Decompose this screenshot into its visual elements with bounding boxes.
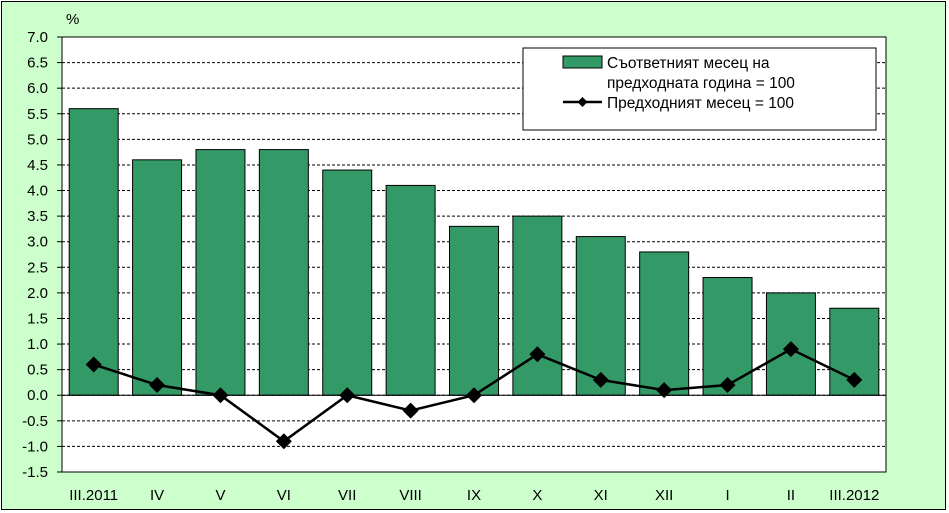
line-marker [719, 377, 736, 393]
bar [385, 184, 436, 396]
bar [322, 169, 373, 396]
x-tick-label: XII [655, 487, 673, 504]
legend-label: Предходният месец = 100 [607, 95, 794, 112]
x-tick-label: XI [594, 487, 608, 504]
y-tick-label: 0.5 [27, 362, 48, 379]
y-tick-label: 2.5 [27, 259, 48, 276]
line-marker [782, 341, 799, 358]
y-tick-label: 4.0 [27, 183, 48, 200]
y-tick-label: 7.0 [27, 29, 48, 46]
y-unit-label: % [66, 11, 79, 28]
x-tick-label: IX [467, 487, 481, 504]
y-tick-label: -1.0 [22, 438, 48, 455]
bar [68, 108, 119, 396]
bar [132, 159, 183, 396]
line-marker [402, 402, 419, 419]
y-tick-label: 1.0 [27, 336, 48, 353]
line-marker [85, 356, 102, 373]
bar [575, 236, 626, 396]
y-tick-label: 4.5 [27, 157, 48, 174]
bar [449, 225, 499, 396]
bar [195, 149, 246, 396]
bar [258, 149, 309, 396]
y-tick-label: 6.0 [27, 80, 48, 97]
x-tick-label: VIII [399, 487, 422, 504]
x-tick-label: X [532, 487, 542, 504]
y-tick-label: -1.5 [22, 464, 48, 481]
line-marker [149, 377, 166, 393]
line-marker [656, 382, 673, 399]
y-tick-label: 3.0 [27, 234, 48, 251]
y-tick-label: 0.0 [27, 387, 48, 404]
y-tick-label: 6.5 [27, 55, 48, 72]
legend-label: Съответният месец на [607, 55, 770, 72]
x-tick-label: I [725, 487, 729, 504]
y-tick-label: 5.0 [27, 131, 48, 148]
x-tick-label: IV [150, 487, 164, 504]
y-tick-label: -0.5 [22, 413, 48, 430]
legend-marker [577, 97, 588, 107]
line-marker [592, 371, 609, 388]
legend-bar-swatch [562, 55, 603, 69]
legend-label: предходната година = 100 [607, 75, 795, 92]
y-tick-label: 3.5 [27, 208, 48, 225]
line-marker [846, 371, 863, 388]
x-tick-label: VI [277, 487, 291, 504]
legend: Съответният месец на предходната година =… [522, 47, 877, 131]
y-tick-label: 1.5 [27, 310, 48, 327]
x-tick-label: V [215, 487, 225, 504]
plot-border [61, 36, 887, 473]
line-marker [275, 433, 292, 450]
x-tick-label: II [787, 487, 795, 504]
x-tick-label: III.2012 [829, 487, 879, 504]
y-tick-label: 5.5 [27, 106, 48, 123]
x-tick-label: VII [338, 487, 356, 504]
line-marker [529, 346, 546, 363]
y-tick-label: 2.0 [27, 285, 48, 302]
bar [639, 251, 690, 396]
bar [512, 215, 563, 396]
x-tick-label: III.2011 [69, 487, 118, 504]
